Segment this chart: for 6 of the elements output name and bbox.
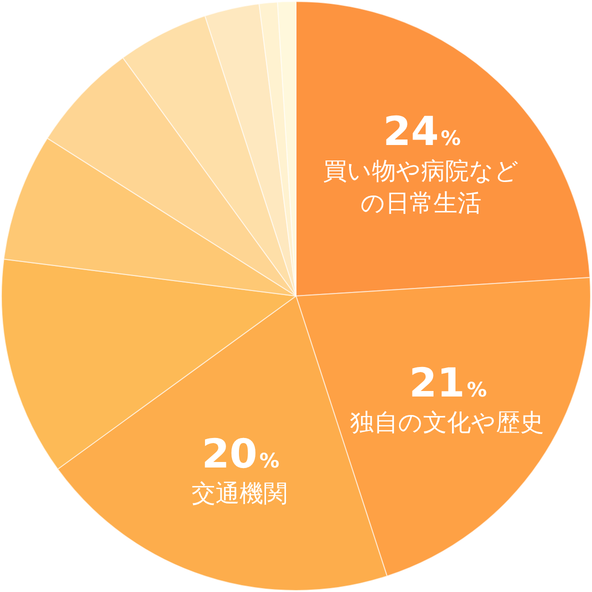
slice-label: 交通機関 xyxy=(192,480,288,508)
data-label: 21% xyxy=(409,360,487,407)
data-label: 20% xyxy=(202,432,280,478)
data-label: 24% xyxy=(383,108,461,155)
slice-label: 買い物や病院などの日常生活 xyxy=(322,156,519,217)
slice-label: 独自の文化や歴史 xyxy=(350,408,544,437)
